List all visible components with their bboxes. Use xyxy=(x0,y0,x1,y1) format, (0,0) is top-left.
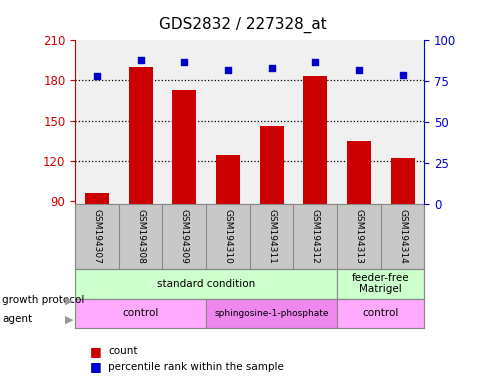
Text: agent: agent xyxy=(2,314,32,324)
Text: percentile rank within the sample: percentile rank within the sample xyxy=(108,362,284,372)
Bar xyxy=(75,269,336,299)
Text: GSM194309: GSM194309 xyxy=(180,209,188,264)
Bar xyxy=(85,193,109,204)
Point xyxy=(354,67,362,73)
Text: GSM194310: GSM194310 xyxy=(223,209,232,264)
Text: control: control xyxy=(122,308,158,318)
Text: feeder-free
Matrigel: feeder-free Matrigel xyxy=(351,273,408,294)
Point xyxy=(311,58,318,65)
Bar xyxy=(128,67,152,204)
Text: ■: ■ xyxy=(90,345,101,358)
Bar xyxy=(336,299,424,328)
Text: GDS2832 / 227328_at: GDS2832 / 227328_at xyxy=(158,17,326,33)
Point xyxy=(93,73,101,79)
Point xyxy=(136,57,144,63)
Text: ▶: ▶ xyxy=(64,295,73,305)
Bar xyxy=(206,299,336,328)
Point xyxy=(398,71,406,78)
Bar xyxy=(346,141,370,204)
Point xyxy=(180,58,188,65)
Text: GSM194308: GSM194308 xyxy=(136,209,145,264)
Bar xyxy=(75,299,206,328)
Bar xyxy=(259,126,283,204)
Bar xyxy=(390,158,414,204)
Bar xyxy=(172,90,196,204)
Text: GSM194314: GSM194314 xyxy=(397,209,406,264)
Text: control: control xyxy=(362,308,398,318)
Text: count: count xyxy=(108,346,137,356)
Text: GSM194311: GSM194311 xyxy=(267,209,275,264)
Text: GSM194307: GSM194307 xyxy=(92,209,101,264)
Point xyxy=(267,65,275,71)
Point xyxy=(224,67,231,73)
Bar xyxy=(336,269,424,299)
Bar xyxy=(215,156,240,204)
Text: standard condition: standard condition xyxy=(157,279,255,289)
Bar xyxy=(302,76,327,204)
Text: growth protocol: growth protocol xyxy=(2,295,85,305)
Text: GSM194312: GSM194312 xyxy=(310,209,319,264)
Text: ▶: ▶ xyxy=(64,314,73,324)
Text: GSM194313: GSM194313 xyxy=(354,209,363,264)
Text: ■: ■ xyxy=(90,360,101,373)
Text: sphingosine-1-phosphate: sphingosine-1-phosphate xyxy=(214,309,328,318)
